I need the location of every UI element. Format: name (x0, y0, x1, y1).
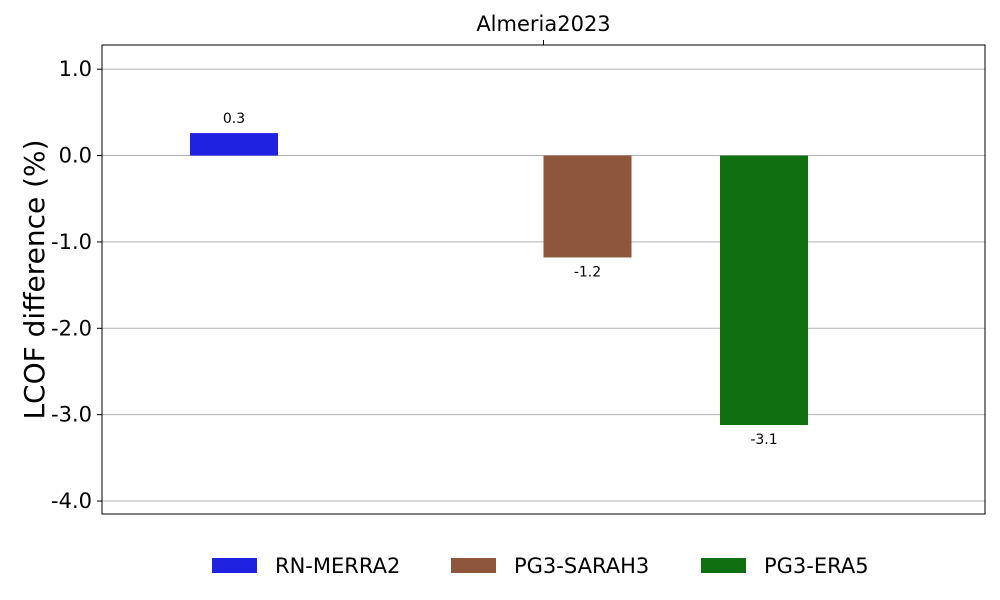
y-tick-label: 1.0 (59, 57, 92, 81)
bar-pg3-sarah3 (543, 155, 632, 258)
legend-label: RN-MERRA2 (275, 554, 400, 578)
y-tick-label: -4.0 (51, 489, 92, 513)
value-label: 0.3 (223, 111, 245, 127)
y-tick-label: 0.0 (59, 144, 92, 168)
y-tick-label: -2.0 (51, 316, 92, 340)
value-labels: 0.3 -1.2 -3.1 (223, 111, 778, 448)
legend-swatch (451, 558, 496, 573)
legend-swatch (701, 558, 746, 573)
value-label: -3.1 (750, 432, 777, 448)
value-label: -1.2 (574, 264, 601, 280)
y-tick-label: -3.0 (51, 403, 92, 427)
legend-label: PG3-ERA5 (764, 554, 869, 578)
bar-rn-merra2 (190, 133, 278, 156)
y-axis-ticks: 1.0 0.0 -1.0 -2.0 -3.0 -4.0 (51, 57, 102, 513)
legend-label: PG3-SARAH3 (514, 554, 649, 578)
chart-title: Almeria2023 (476, 12, 610, 36)
y-tick-label: -1.0 (51, 230, 92, 254)
bar-pg3-era5 (720, 155, 808, 426)
legend: RN-MERRA2 PG3-SARAH3 PG3-ERA5 (212, 554, 869, 578)
bars (190, 133, 808, 426)
legend-swatch (212, 558, 257, 573)
y-axis-label: LCOF difference (%) (18, 139, 51, 419)
